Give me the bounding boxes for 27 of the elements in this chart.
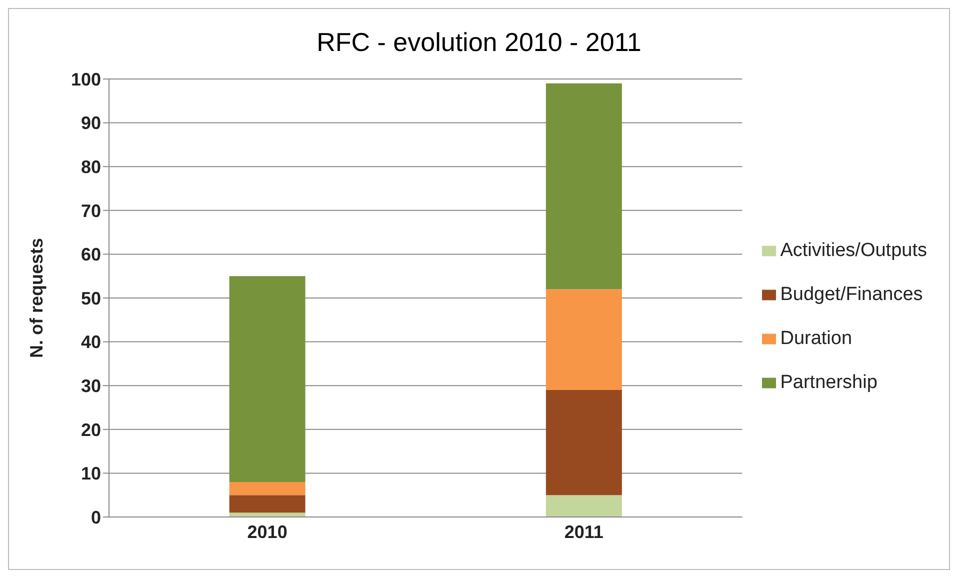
y-tick-label: 10 [80,464,101,484]
bar [229,482,306,496]
y-tick-label: 30 [80,376,101,396]
y-tick-label: 0 [90,507,101,528]
y-tick-label: 60 [80,244,101,265]
x-tick-label: 2011 [564,522,604,542]
y-tick-label: 70 [80,200,101,221]
bar [546,83,622,290]
y-tick-label: 50 [80,288,101,308]
bar [546,289,622,390]
y-tick-label: 80 [80,156,101,177]
bar [546,495,622,517]
y-tick-label: 20 [80,420,101,440]
bar [229,276,306,482]
bar [229,512,306,517]
bar [229,495,306,513]
legend-label: Duration [780,328,852,349]
legend-label: Partnership [780,372,878,393]
y-axis-title: N. of requests [26,238,46,358]
legend-label: Activities/Outputs [780,240,927,261]
y-tick-label: 40 [80,332,101,352]
chart-title: RFC - evolution 2010 - 2011 [316,26,642,59]
bar [546,390,622,496]
y-tick-label: 90 [80,113,101,134]
legend-label: Budget/Finances [780,284,923,305]
x-tick-label: 2010 [247,522,288,542]
y-tick-label: 100 [70,69,101,90]
